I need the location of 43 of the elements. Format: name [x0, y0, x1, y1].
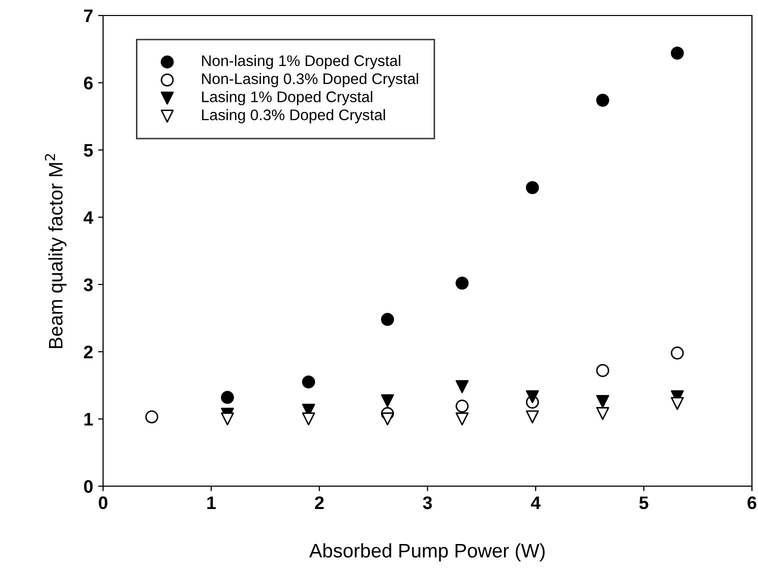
point: [596, 394, 610, 408]
point: [670, 346, 684, 360]
point: [380, 312, 394, 326]
point: [596, 94, 610, 107]
legend-label: Lasing 0.3% Doped Crystal: [202, 109, 385, 124]
legend-label: Lasing 1% Doped Crystal: [202, 91, 372, 106]
x-tick-label: 3: [422, 496, 432, 510]
point: [302, 412, 316, 426]
x-tick-label: 0: [98, 496, 108, 510]
point: [380, 394, 394, 408]
y-tick-label: 6: [84, 76, 93, 90]
x-tick-label: 2: [314, 496, 324, 509]
x-axis-title: Absorbed Pump Power (W): [309, 543, 545, 562]
point: [526, 410, 539, 424]
x-tick-label: 1: [207, 496, 216, 509]
x-tick-label: 5: [639, 496, 648, 510]
legend-label: Non-lasing 1% Doped Crystal: [202, 54, 400, 70]
y-tick-label: 1: [84, 413, 93, 426]
y-tick-label: 2: [84, 346, 93, 358]
point: [456, 276, 469, 290]
point: [220, 390, 234, 404]
point: [670, 46, 684, 60]
point: [526, 390, 539, 404]
legend-label: Non-Lasing 0.3% Doped Crystal: [202, 72, 418, 88]
point: [380, 412, 394, 426]
y-tick-label: 7: [84, 10, 93, 22]
point: [302, 375, 316, 388]
point: [145, 410, 158, 424]
y-tick-label: 3: [84, 278, 93, 292]
point: [526, 181, 539, 194]
y-axis-title: Beam quality factor M$^{2}$: [44, 154, 66, 348]
point: [456, 380, 469, 394]
y-tick-label: 0: [84, 480, 93, 493]
point: [596, 364, 610, 378]
point: [670, 396, 684, 410]
point: [456, 412, 469, 426]
point: [456, 400, 469, 413]
y-tick-label: 4: [84, 211, 94, 224]
y-tick-label: 5: [84, 144, 93, 157]
point: [596, 407, 610, 420]
x-tick-label: 6: [748, 496, 756, 510]
point: [220, 412, 234, 426]
x-tick-label: 4: [530, 496, 541, 509]
